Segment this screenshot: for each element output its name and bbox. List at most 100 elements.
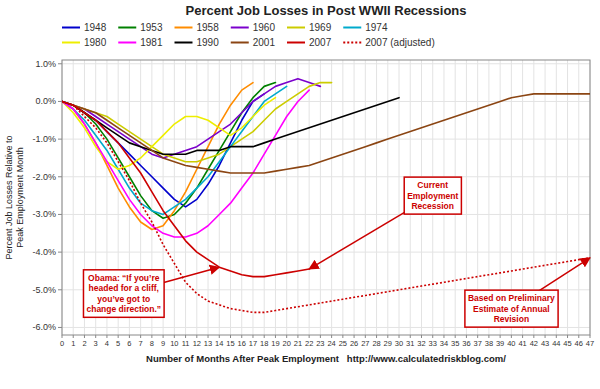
y-axis-label: Percent Job Losses Relative toPeak Emplo… xyxy=(4,135,25,259)
series-line xyxy=(62,98,275,170)
x-tick xyxy=(477,335,478,338)
y-tick-label: 0.0% xyxy=(35,96,56,106)
series-line xyxy=(62,90,309,237)
x-tick xyxy=(342,335,343,338)
series-line xyxy=(62,83,275,219)
grid-line-y xyxy=(62,101,590,102)
x-tick xyxy=(567,335,568,338)
title: Percent Job Losses in Post WWII Recessio… xyxy=(185,3,466,18)
x-tick xyxy=(118,335,119,338)
legend-label: 1974 xyxy=(365,22,388,33)
grid xyxy=(62,60,590,335)
y-tick xyxy=(58,214,62,215)
annotations: CurrentEmploymentRecession Based on Preli… xyxy=(83,177,590,327)
x-tick-label: 13 xyxy=(204,339,212,348)
x-tick-label: 32 xyxy=(417,339,425,348)
x-tick xyxy=(252,335,253,338)
x-tick xyxy=(140,335,141,338)
annotation-text: Obama: “If you’reheaded for a cliff,you’… xyxy=(86,273,161,315)
x-tick xyxy=(376,335,377,338)
x-tick-label: 38 xyxy=(485,339,493,348)
x-tick xyxy=(522,335,523,338)
x-tick-label: 4 xyxy=(105,339,109,348)
x-tick xyxy=(95,335,96,338)
y-tick xyxy=(58,176,62,177)
x-tick-label: 23 xyxy=(316,339,324,348)
x-tick-label: 20 xyxy=(283,339,291,348)
x-tick-label: 15 xyxy=(226,339,234,348)
x-tick-label: 45 xyxy=(563,339,571,348)
x-tick xyxy=(354,335,355,338)
legend-label: 1981 xyxy=(140,37,163,48)
x-tick xyxy=(163,335,164,338)
annotation-text: CurrentEmploymentRecession xyxy=(407,180,458,211)
legend-swatch xyxy=(343,42,361,44)
x-tick xyxy=(331,335,332,338)
x-tick xyxy=(241,335,242,338)
x-tick-label: 42 xyxy=(530,339,538,348)
legend-swatch xyxy=(343,27,361,29)
y-tick xyxy=(58,139,62,140)
annotation: Obama: “If you’reheaded for a cliff,you’… xyxy=(83,267,219,317)
x-tick xyxy=(466,335,467,338)
x-tick-label: 17 xyxy=(249,339,257,348)
x-tick xyxy=(62,335,63,338)
legend-label: 2007 (adjusted) xyxy=(365,37,435,48)
legend-label: 1953 xyxy=(140,22,163,33)
x-tick-label: 5 xyxy=(116,339,120,348)
series-line xyxy=(62,86,287,214)
chart: Percent Job Losses in Post WWII Recessio… xyxy=(0,0,600,389)
x-tick xyxy=(286,335,287,338)
y-tick-label: -3.0% xyxy=(32,209,56,219)
x-tick xyxy=(320,335,321,338)
legend-label: 1960 xyxy=(253,22,276,33)
x-tick xyxy=(578,335,579,338)
y-tick-label: -2.0% xyxy=(32,172,56,182)
legend-label: 2001 xyxy=(253,37,276,48)
x-tick-label: 46 xyxy=(575,339,583,348)
y-tick xyxy=(58,252,62,253)
x-tick-label: 0 xyxy=(60,339,64,348)
series-line xyxy=(62,101,590,312)
y-axis: 1.0%0.0%-1.0%-2.0%-3.0%-4.0%-5.0%-6.0% xyxy=(32,59,62,333)
x-tick xyxy=(399,335,400,338)
y-tick xyxy=(58,289,62,290)
plot-frame xyxy=(62,60,590,335)
legend-swatch xyxy=(118,42,136,44)
x-tick-label: 40 xyxy=(507,339,515,348)
x-tick-label: 34 xyxy=(440,339,448,348)
x-tick xyxy=(219,335,220,338)
x-tick xyxy=(208,335,209,338)
x-tick-label: 41 xyxy=(518,339,526,348)
x-tick-label: 3 xyxy=(94,339,98,348)
x-tick xyxy=(410,335,411,338)
x-tick xyxy=(297,335,298,338)
x-tick xyxy=(421,335,422,338)
grid-line-y xyxy=(62,252,590,253)
x-tick xyxy=(432,335,433,338)
y-tick xyxy=(58,327,62,328)
x-tick-label: 44 xyxy=(552,339,560,348)
x-tick xyxy=(365,335,366,338)
x-tick xyxy=(309,335,310,338)
legend-swatch xyxy=(118,27,136,29)
x-tick-label: 1 xyxy=(71,339,75,348)
x-tick xyxy=(174,335,175,338)
background xyxy=(0,0,600,389)
x-tick-label: 33 xyxy=(429,339,437,348)
annotation-box xyxy=(83,270,164,318)
x-tick-label: 19 xyxy=(271,339,279,348)
x-tick-label: 6 xyxy=(127,339,131,348)
legend-label: 1969 xyxy=(309,22,332,33)
annotation-text: Based on PreliminaryEstimate of AnnualRe… xyxy=(468,293,555,324)
x-tick xyxy=(488,335,489,338)
y-tick xyxy=(58,101,62,102)
x-tick xyxy=(230,335,231,338)
legend-swatch xyxy=(62,27,80,29)
x-tick xyxy=(387,335,388,338)
annotation-box xyxy=(404,177,461,214)
x-tick-label: 24 xyxy=(327,339,335,348)
x-tick xyxy=(264,335,265,338)
x-tick-label: 47 xyxy=(586,339,594,348)
x-tick-label: 30 xyxy=(395,339,403,348)
